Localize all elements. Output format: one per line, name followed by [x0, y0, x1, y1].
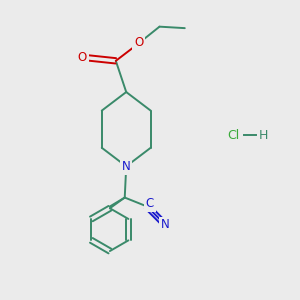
Text: C: C [146, 197, 154, 210]
Text: N: N [160, 218, 169, 231]
Text: O: O [78, 51, 87, 64]
Text: N: N [122, 160, 130, 173]
Text: H: H [258, 129, 268, 142]
Text: Cl: Cl [227, 129, 239, 142]
Text: O: O [134, 37, 143, 50]
